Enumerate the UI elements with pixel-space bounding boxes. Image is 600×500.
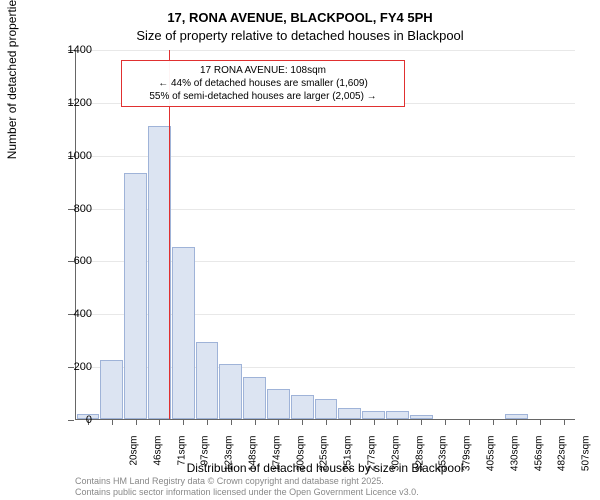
histogram-bar xyxy=(315,399,338,419)
x-tick xyxy=(397,419,398,425)
histogram-bar xyxy=(362,411,385,419)
y-tick-label: 400 xyxy=(74,308,92,320)
histogram-bar xyxy=(219,364,242,420)
annotation-line: ← 44% of detached houses are smaller (1,… xyxy=(128,77,398,90)
x-tick xyxy=(159,419,160,425)
histogram-bar xyxy=(338,408,361,419)
x-tick xyxy=(493,419,494,425)
y-tick-label: 800 xyxy=(74,203,92,215)
histogram-bar xyxy=(100,360,123,419)
x-tick-label: 482sqm xyxy=(557,436,568,486)
x-tick-label: 507sqm xyxy=(581,436,592,486)
histogram-bar xyxy=(243,377,266,419)
x-tick-label: 71sqm xyxy=(176,436,187,486)
histogram-bar xyxy=(291,395,314,419)
x-tick-label: 20sqm xyxy=(128,436,139,486)
x-tick xyxy=(278,419,279,425)
histogram-bar xyxy=(267,389,290,419)
x-tick-label: 277sqm xyxy=(367,436,378,486)
annotation-line: 17 RONA AVENUE: 108sqm xyxy=(128,64,398,77)
x-tick xyxy=(445,419,446,425)
footer-line-2: Contains public sector information licen… xyxy=(75,487,419,498)
x-tick xyxy=(540,419,541,425)
x-tick xyxy=(112,419,113,425)
x-tick xyxy=(516,419,517,425)
histogram-bar xyxy=(172,247,195,419)
histogram-bar xyxy=(124,173,147,419)
chart-title-2: Size of property relative to detached ho… xyxy=(0,28,600,43)
x-tick xyxy=(564,419,565,425)
x-tick-label: 200sqm xyxy=(295,436,306,486)
x-tick-label: 251sqm xyxy=(343,436,354,486)
plot-area: 17 RONA AVENUE: 108sqm← 44% of detached … xyxy=(75,50,575,420)
y-tick-label: 1000 xyxy=(68,150,92,162)
annotation-box: 17 RONA AVENUE: 108sqm← 44% of detached … xyxy=(121,60,405,107)
histogram-bar xyxy=(196,342,219,419)
x-tick-label: 430sqm xyxy=(509,436,520,486)
x-tick-label: 456sqm xyxy=(533,436,544,486)
y-axis-title: Number of detached properties xyxy=(5,0,19,159)
x-tick xyxy=(326,419,327,425)
y-tick xyxy=(68,420,74,421)
chart-title-1: 17, RONA AVENUE, BLACKPOOL, FY4 5PH xyxy=(0,10,600,25)
x-tick xyxy=(302,419,303,425)
x-tick xyxy=(350,419,351,425)
histogram-bar xyxy=(148,126,171,419)
x-tick-label: 405sqm xyxy=(486,436,497,486)
annotation-line: 55% of semi-detached houses are larger (… xyxy=(128,90,398,103)
x-tick-label: 148sqm xyxy=(247,436,258,486)
x-tick xyxy=(136,419,137,425)
x-tick xyxy=(421,419,422,425)
x-tick-label: 97sqm xyxy=(200,436,211,486)
x-tick-label: 46sqm xyxy=(152,436,163,486)
y-tick-label: 1200 xyxy=(68,97,92,109)
x-tick xyxy=(207,419,208,425)
x-tick-label: 225sqm xyxy=(319,436,330,486)
x-tick-label: 328sqm xyxy=(414,436,425,486)
x-tick-label: 174sqm xyxy=(271,436,282,486)
y-tick-label: 0 xyxy=(86,414,92,426)
y-tick-label: 200 xyxy=(74,361,92,373)
x-tick xyxy=(183,419,184,425)
x-tick-label: 379sqm xyxy=(462,436,473,486)
x-tick-label: 302sqm xyxy=(390,436,401,486)
x-tick xyxy=(469,419,470,425)
x-tick-label: 123sqm xyxy=(224,436,235,486)
histogram-bar xyxy=(386,411,409,419)
y-tick-label: 600 xyxy=(74,255,92,267)
x-tick xyxy=(231,419,232,425)
y-tick-label: 1400 xyxy=(68,44,92,56)
x-tick-label: 353sqm xyxy=(438,436,449,486)
x-tick xyxy=(374,419,375,425)
x-tick xyxy=(255,419,256,425)
grid-line xyxy=(76,50,575,51)
